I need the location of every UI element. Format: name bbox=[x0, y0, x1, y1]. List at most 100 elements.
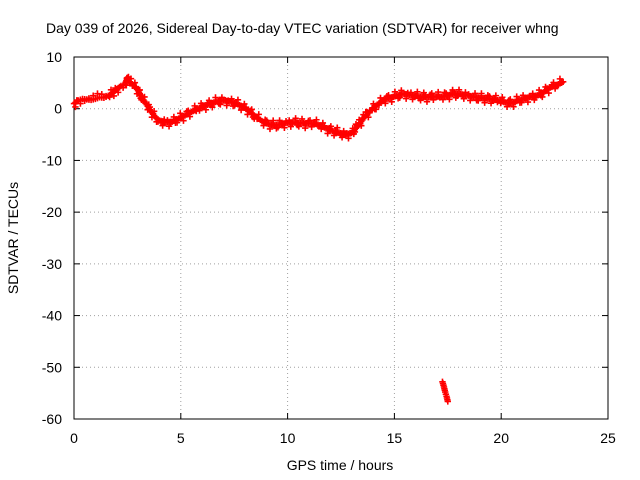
data-point-fill bbox=[481, 99, 488, 106]
data-point-fill bbox=[298, 115, 306, 123]
data-point-fill bbox=[234, 96, 242, 104]
data-point-fill bbox=[177, 110, 184, 117]
data-point-fill bbox=[131, 79, 139, 86]
data-point-fill bbox=[281, 124, 288, 131]
y-tick-label: 0 bbox=[54, 101, 62, 117]
data-point-fill bbox=[507, 96, 514, 103]
data-point-fill bbox=[434, 88, 442, 96]
x-tick-label: 0 bbox=[70, 430, 78, 446]
x-tick-label: 20 bbox=[493, 430, 509, 446]
data-point-fill bbox=[467, 97, 474, 104]
data-point-fill bbox=[351, 128, 359, 136]
data-point-fill bbox=[186, 113, 194, 120]
data-point-fill bbox=[535, 86, 543, 94]
data-point-fill bbox=[324, 130, 331, 137]
data-point-fill bbox=[417, 97, 424, 104]
data-point-fill bbox=[551, 85, 559, 92]
data-point-fill bbox=[327, 123, 335, 130]
data-point-fill bbox=[110, 92, 118, 100]
gridlines bbox=[74, 57, 608, 419]
data-point-fill bbox=[302, 124, 309, 132]
data-point-fill bbox=[499, 94, 506, 101]
data-point-fill bbox=[391, 88, 399, 96]
data-point-fill bbox=[428, 90, 435, 97]
data-point-fill bbox=[237, 106, 245, 114]
data-point-fill bbox=[114, 89, 122, 96]
data-point-fill bbox=[241, 100, 248, 108]
data-point-fill bbox=[72, 103, 79, 111]
axis-ticks bbox=[73, 56, 609, 420]
data-point-fill bbox=[212, 94, 219, 101]
data-point-fill bbox=[123, 82, 130, 89]
data-point-fill bbox=[292, 115, 299, 122]
data-point-fill bbox=[518, 99, 525, 106]
data-point-fill bbox=[248, 106, 255, 113]
data-point-fill bbox=[173, 119, 181, 126]
data-point-fill bbox=[223, 102, 230, 109]
data-point-fill bbox=[313, 116, 320, 123]
data-point-fill bbox=[471, 90, 479, 97]
data-point-fill bbox=[255, 111, 262, 118]
data-point-fill bbox=[513, 93, 520, 100]
data-point-fill bbox=[180, 117, 187, 124]
data-point-fill bbox=[141, 93, 148, 101]
chart-title: Day 039 of 2026, Sidereal Day-to-day VTE… bbox=[46, 20, 559, 36]
data-point-fill bbox=[136, 86, 143, 94]
data-point-fill bbox=[460, 95, 468, 102]
data-point-fill bbox=[358, 122, 365, 129]
data-point-fill bbox=[414, 88, 421, 95]
data-point-fill bbox=[455, 86, 463, 93]
data-markers bbox=[70, 73, 567, 405]
data-point-fill bbox=[345, 135, 352, 142]
data-point-fill bbox=[556, 75, 564, 83]
data-point-fill bbox=[545, 89, 552, 97]
data-point-fill bbox=[119, 84, 127, 91]
data-point-fill bbox=[77, 100, 84, 107]
data-point-fill bbox=[202, 106, 210, 113]
data-point-fill bbox=[478, 90, 485, 97]
y-tick-label: -50 bbox=[42, 359, 62, 375]
data-point-fill bbox=[98, 91, 105, 98]
data-point-fill bbox=[539, 93, 546, 101]
data-point-fill bbox=[276, 117, 283, 124]
data-point-fill bbox=[503, 103, 511, 110]
data-point-fill bbox=[295, 123, 303, 130]
data-point-fill bbox=[449, 86, 456, 94]
data-point-fill bbox=[150, 108, 158, 115]
data-point-fill bbox=[492, 92, 500, 99]
x-tick-label: 15 bbox=[387, 430, 403, 446]
data-point-fill bbox=[191, 102, 198, 110]
data-point-fill bbox=[263, 117, 270, 124]
data-point-fill bbox=[334, 124, 341, 131]
data-point-fill bbox=[217, 101, 224, 108]
x-tick-label: 10 bbox=[280, 430, 296, 446]
tick-labels: 0 5 10 15 20 25 10 0 -10 -20 -30 -40 -50 -60 bbox=[42, 49, 616, 446]
data-point-fill bbox=[209, 104, 216, 111]
data-point-fill bbox=[388, 98, 395, 105]
data-point-fill bbox=[423, 98, 431, 105]
data-point-fill bbox=[308, 123, 315, 131]
data-point-fill bbox=[446, 96, 453, 103]
data-point-fill bbox=[398, 87, 405, 94]
data-point-fill bbox=[396, 94, 403, 101]
y-tick-label: -40 bbox=[42, 308, 62, 324]
data-point-fill bbox=[338, 134, 346, 141]
y-tick-label: -20 bbox=[42, 204, 62, 220]
x-tick-label: 5 bbox=[177, 430, 185, 446]
y-tick-label: -30 bbox=[42, 256, 62, 272]
plot-frame bbox=[73, 56, 609, 420]
data-point-fill bbox=[439, 96, 447, 103]
data-point bbox=[444, 398, 451, 405]
data-point-fill bbox=[510, 103, 517, 110]
data-point-fill bbox=[372, 106, 380, 113]
data-point-fill bbox=[287, 123, 295, 130]
x-tick-label: 25 bbox=[600, 430, 616, 446]
data-point-fill bbox=[165, 123, 173, 130]
data-point-fill bbox=[146, 103, 154, 111]
data-point-fill bbox=[365, 113, 372, 121]
data-point-fill bbox=[487, 99, 495, 107]
x-axis-label: GPS time / hours bbox=[287, 457, 394, 473]
data-point-fill bbox=[340, 127, 347, 135]
data-point-fill bbox=[269, 117, 277, 124]
